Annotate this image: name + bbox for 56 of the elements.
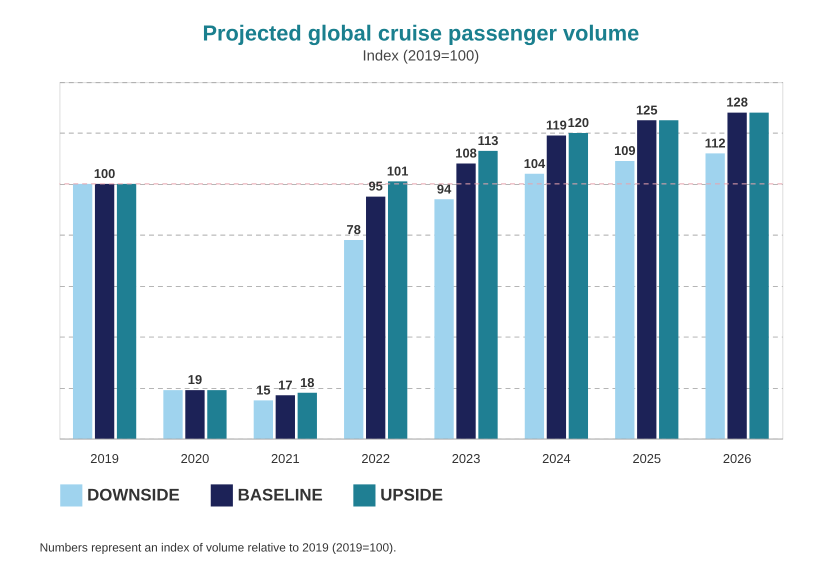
- chart-title: Projected global cruise passenger volume: [202, 20, 640, 46]
- x-tick-label: 2019: [90, 450, 119, 466]
- data-label: 17: [278, 377, 292, 392]
- x-tick-label: 2026: [722, 450, 752, 466]
- bar: [366, 196, 386, 439]
- x-tick-label: 2020: [180, 450, 210, 466]
- bar: [276, 395, 295, 439]
- data-label: 119: [546, 118, 567, 133]
- x-tick-label: 2024: [542, 450, 571, 466]
- data-label: 101: [386, 163, 408, 178]
- x-tick-label: 2021: [271, 450, 300, 466]
- data-label: 104: [524, 156, 546, 171]
- bar: [546, 136, 566, 439]
- bar: [163, 390, 183, 439]
- data-label: 18: [300, 374, 314, 390]
- bar: [524, 174, 544, 439]
- data-label: 112: [704, 135, 726, 150]
- bar: [456, 164, 476, 439]
- x-tick-label: 2025: [632, 450, 662, 466]
- data-label: 113: [478, 132, 498, 148]
- text: Numbers represent an index of volume relative to 2019 (2019=100).: [40, 540, 396, 554]
- bar: [254, 400, 274, 439]
- bar: [727, 112, 747, 439]
- bar: [116, 184, 136, 439]
- data-label: 128: [726, 94, 748, 110]
- data-label: 19: [188, 372, 202, 388]
- bar: [749, 112, 769, 439]
- bar: [298, 392, 317, 439]
- data-label: 78: [346, 222, 361, 238]
- bar: [344, 240, 364, 439]
- bar: [72, 184, 92, 439]
- data-label: 109: [614, 143, 636, 158]
- bar: [615, 161, 634, 439]
- bar: [388, 181, 408, 439]
- bar: [434, 199, 454, 439]
- bar: [185, 390, 205, 439]
- data-label: 125: [636, 102, 658, 118]
- bar: [94, 184, 114, 439]
- bar: [705, 153, 725, 439]
- bar: [637, 120, 656, 439]
- legend-label: DOWNSIDE: [87, 485, 180, 504]
- bar: [207, 390, 227, 439]
- data-label: 120: [568, 115, 590, 130]
- bar: [478, 150, 498, 439]
- x-tick-label: 2023: [452, 450, 480, 466]
- x-tick-label: 2022: [361, 450, 390, 466]
- data-label: 108: [455, 146, 477, 161]
- legend-label: UPSIDE: [380, 485, 443, 504]
- data-label: 95: [368, 178, 383, 194]
- data-label: 15: [256, 382, 271, 398]
- chart-subtitle: Index (2019=100): [362, 48, 480, 64]
- legend-label: BASELINE: [238, 485, 323, 504]
- bar: [659, 120, 678, 439]
- data-label: 94: [436, 181, 452, 196]
- bar: [568, 133, 588, 439]
- data-label: 100: [94, 166, 116, 181]
